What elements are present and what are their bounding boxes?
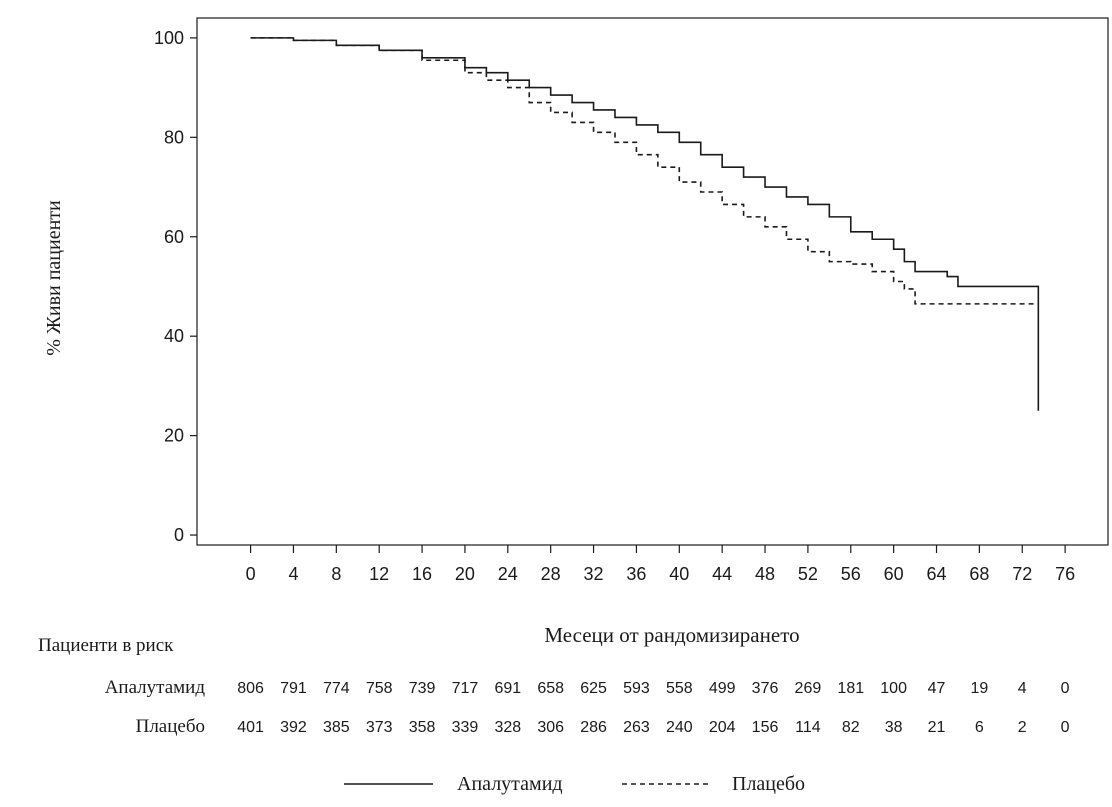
x-tick-label: 60 — [884, 564, 904, 584]
at-risk-value: 181 — [837, 680, 864, 697]
at-risk-value: 739 — [409, 680, 436, 697]
legend: Апалутамид Плацебо — [344, 773, 805, 795]
at-risk-header: Пациенти в риск — [38, 635, 174, 656]
y-tick-label: 0 — [174, 525, 184, 545]
plot-frame — [196, 17, 1109, 546]
at-risk-value: 38 — [885, 719, 903, 736]
x-tick-label: 28 — [541, 564, 561, 584]
at-risk-value: 0 — [1061, 680, 1070, 697]
at-risk-value: 269 — [795, 680, 822, 697]
y-tick-label: 80 — [164, 127, 184, 147]
at-risk-value: 373 — [366, 719, 393, 736]
x-tick-label: 40 — [669, 564, 689, 584]
plot-frame-layer — [196, 17, 1109, 546]
x-tick-label: 72 — [1012, 564, 1032, 584]
at-risk-value: 19 — [970, 680, 988, 697]
x-tick-label: 12 — [369, 564, 389, 584]
x-tick-label: 44 — [712, 564, 732, 584]
at-risk-value: 625 — [580, 680, 607, 697]
at-risk-value: 100 — [880, 680, 907, 697]
x-tick-label: 36 — [626, 564, 646, 584]
at-risk-value: 339 — [452, 719, 479, 736]
at-risk-value: 691 — [494, 680, 521, 697]
at-risk-value: 0 — [1061, 719, 1070, 736]
x-tick-label: 76 — [1055, 564, 1075, 584]
at-risk-value: 758 — [366, 680, 393, 697]
legend-label: Плацебо — [732, 773, 805, 795]
at-risk-value: 156 — [752, 719, 779, 736]
y-tick-label: 40 — [164, 326, 184, 346]
x-tick-label: 68 — [969, 564, 989, 584]
at-risk-value: 791 — [280, 680, 307, 697]
at-risk-value: 385 — [323, 719, 350, 736]
at-risk-value: 2 — [1018, 719, 1027, 736]
at-risk-value: 4 — [1018, 680, 1027, 697]
at-risk-value: 806 — [237, 680, 264, 697]
at-risk-value: 47 — [928, 680, 946, 697]
at-risk-value: 499 — [709, 680, 736, 697]
at-risk-row-label: Апалутамид — [105, 677, 206, 698]
x-tick-label: 4 — [288, 564, 298, 584]
x-tick-label: 0 — [246, 564, 256, 584]
at-risk-value: 658 — [537, 680, 564, 697]
at-risk-value: 328 — [494, 719, 521, 736]
y-tick-label: 100 — [154, 28, 184, 48]
x-tick-label: 48 — [755, 564, 775, 584]
x-tick-label: 20 — [455, 564, 475, 584]
at-risk-value: 306 — [537, 719, 564, 736]
y-tick-label: 20 — [164, 426, 184, 446]
at-risk-value: 263 — [623, 719, 650, 736]
at-risk-value: 114 — [795, 719, 821, 736]
at-risk-value: 204 — [709, 719, 736, 736]
at-risk-value: 240 — [666, 719, 693, 736]
series-line-2 — [250, 37, 1039, 305]
x-tick-label: 32 — [584, 564, 604, 584]
at-risk-value: 558 — [666, 680, 693, 697]
at-risk-value: 21 — [928, 719, 946, 736]
x-tick-label: 52 — [798, 564, 818, 584]
x-tick-label: 8 — [331, 564, 341, 584]
legend-label: Апалутамид — [457, 773, 563, 795]
at-risk-table: Апалутамид 806 791 774 758 739 717 691 658 625 593… — [105, 677, 1070, 737]
at-risk-value: 392 — [280, 719, 307, 736]
at-risk-value: 6 — [975, 719, 984, 736]
x-tick-label: 64 — [927, 564, 947, 584]
x-tick-label: 56 — [841, 564, 861, 584]
x-tick-label: 24 — [498, 564, 518, 584]
at-risk-value: 82 — [842, 719, 860, 736]
x-tick-label: 16 — [412, 564, 432, 584]
at-risk-value: 774 — [323, 680, 350, 697]
curves-layer — [250, 37, 1040, 411]
x-axis-label: Месеци от рандомизирането — [544, 623, 799, 647]
at-risk-value: 401 — [237, 719, 264, 736]
at-risk-row-label: Плацебо — [136, 716, 205, 737]
at-risk-value: 593 — [623, 680, 650, 697]
series-line-1 — [250, 37, 1040, 411]
at-risk-value: 286 — [580, 719, 607, 736]
y-axis-label: % Живи пациенти — [43, 200, 65, 356]
at-risk-value: 717 — [452, 680, 479, 697]
y-tick-label: 60 — [164, 227, 184, 247]
at-risk-value: 376 — [752, 680, 779, 697]
at-risk-value: 358 — [409, 719, 436, 736]
